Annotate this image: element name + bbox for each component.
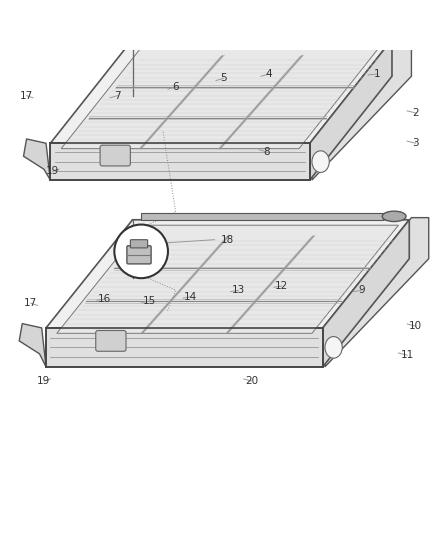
Text: 9: 9 bbox=[358, 285, 365, 295]
Ellipse shape bbox=[365, 30, 389, 41]
Text: 19: 19 bbox=[46, 166, 59, 176]
FancyBboxPatch shape bbox=[100, 145, 131, 166]
Polygon shape bbox=[133, 39, 392, 96]
Text: 6: 6 bbox=[173, 82, 179, 92]
Text: 3: 3 bbox=[413, 138, 419, 148]
Ellipse shape bbox=[325, 336, 342, 358]
Text: 18: 18 bbox=[221, 235, 234, 245]
Polygon shape bbox=[57, 225, 399, 333]
Text: 4: 4 bbox=[265, 69, 272, 79]
Text: 12: 12 bbox=[275, 281, 288, 291]
Text: 5: 5 bbox=[220, 74, 226, 83]
Text: 15: 15 bbox=[143, 296, 156, 306]
Text: 2: 2 bbox=[413, 108, 419, 118]
Text: 17: 17 bbox=[20, 91, 33, 101]
Polygon shape bbox=[323, 220, 409, 367]
FancyBboxPatch shape bbox=[96, 330, 126, 351]
Polygon shape bbox=[61, 45, 381, 149]
Polygon shape bbox=[310, 39, 392, 180]
Polygon shape bbox=[50, 39, 392, 143]
Polygon shape bbox=[19, 324, 46, 367]
FancyBboxPatch shape bbox=[127, 246, 151, 264]
Text: 8: 8 bbox=[263, 147, 270, 157]
Text: 19: 19 bbox=[37, 376, 50, 386]
Text: 16: 16 bbox=[98, 294, 111, 304]
Text: 7: 7 bbox=[114, 91, 121, 101]
Text: 20: 20 bbox=[245, 376, 258, 386]
Polygon shape bbox=[312, 37, 411, 180]
Text: 10: 10 bbox=[409, 321, 422, 331]
Text: 13: 13 bbox=[232, 285, 245, 295]
Ellipse shape bbox=[382, 211, 406, 222]
Text: 1: 1 bbox=[374, 69, 380, 79]
Polygon shape bbox=[325, 217, 429, 367]
Polygon shape bbox=[24, 139, 50, 180]
Polygon shape bbox=[46, 220, 409, 328]
Circle shape bbox=[114, 224, 168, 278]
Polygon shape bbox=[137, 31, 366, 39]
Polygon shape bbox=[141, 213, 383, 220]
Polygon shape bbox=[50, 143, 310, 180]
Text: 14: 14 bbox=[184, 292, 198, 302]
Text: 11: 11 bbox=[400, 350, 414, 360]
Polygon shape bbox=[133, 220, 409, 278]
FancyBboxPatch shape bbox=[131, 240, 148, 248]
Polygon shape bbox=[46, 328, 323, 367]
Ellipse shape bbox=[312, 151, 329, 173]
Text: 17: 17 bbox=[24, 298, 38, 308]
